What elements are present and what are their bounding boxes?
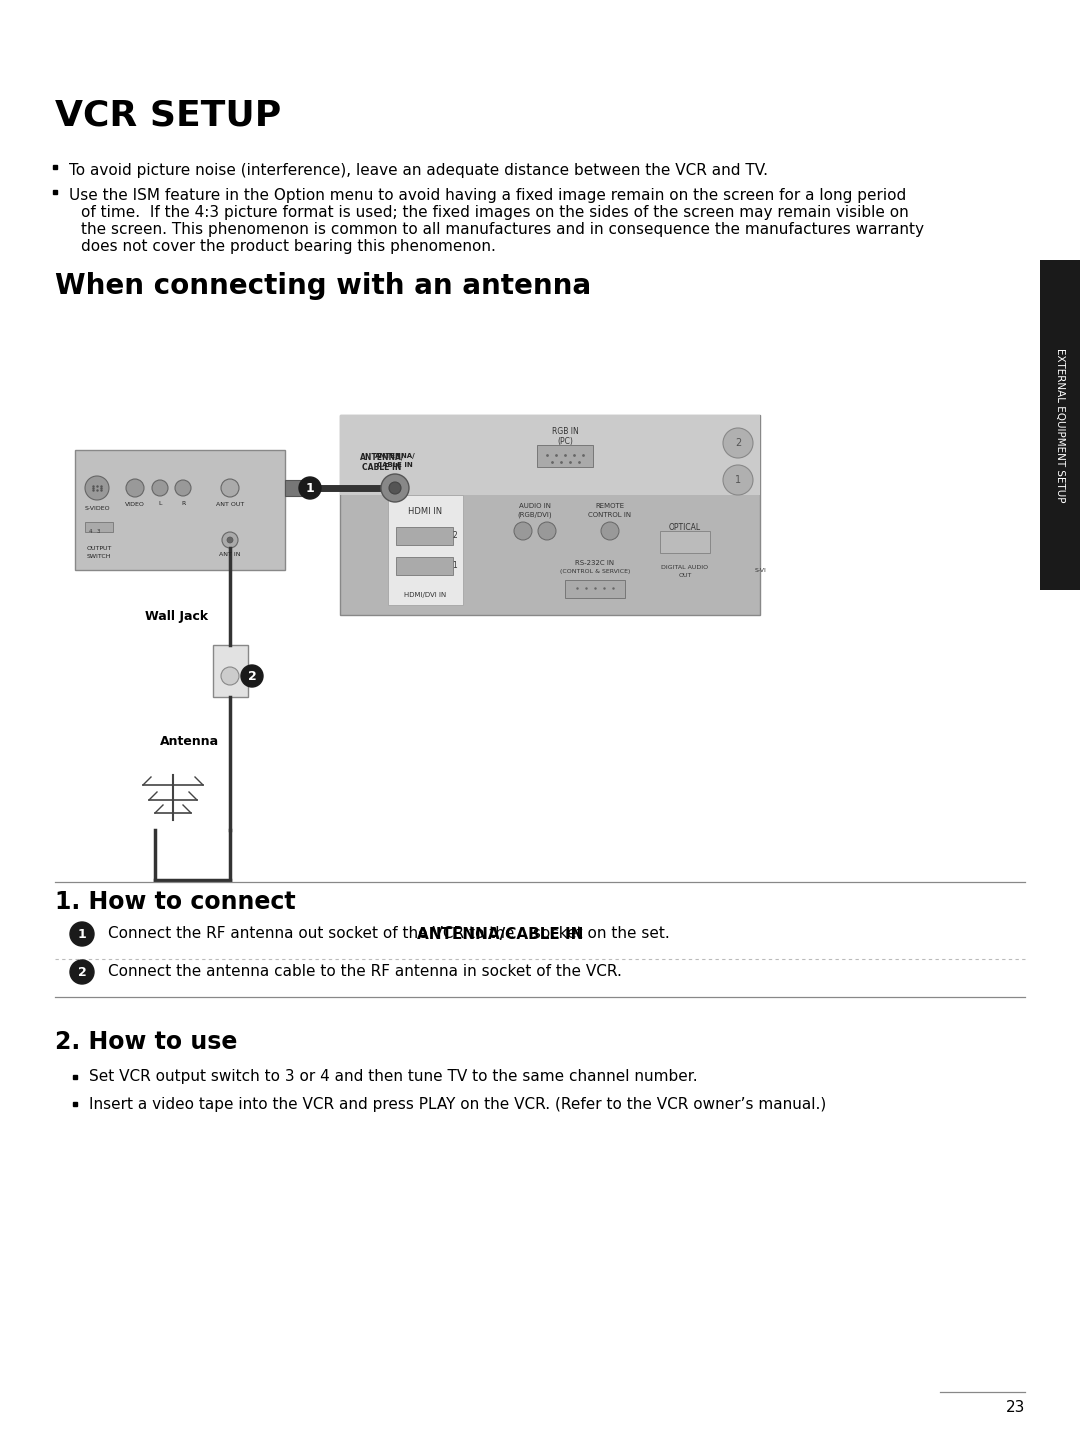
Text: HDMI IN: HDMI IN	[408, 507, 443, 517]
Text: S-VI: S-VI	[755, 567, 767, 573]
Circle shape	[126, 479, 144, 496]
Circle shape	[222, 532, 238, 548]
Text: the screen. This phenomenon is common to all manufactures and in consequence the: the screen. This phenomenon is common to…	[81, 222, 924, 237]
Text: Use the ISM feature in the Option menu to avoid having a fixed image remain on t: Use the ISM feature in the Option menu t…	[69, 189, 906, 203]
Text: VIDEO: VIDEO	[125, 502, 145, 507]
Text: 2: 2	[453, 531, 457, 540]
Circle shape	[221, 479, 239, 496]
Text: RS-232C IN: RS-232C IN	[576, 560, 615, 566]
Circle shape	[723, 427, 753, 458]
Text: ANT OUT: ANT OUT	[216, 502, 244, 507]
Circle shape	[70, 960, 94, 984]
Circle shape	[389, 482, 401, 494]
Text: When connecting with an antenna: When connecting with an antenna	[55, 272, 591, 299]
Text: ANTENNA/: ANTENNA/	[375, 453, 416, 459]
Text: OUTPUT: OUTPUT	[86, 545, 111, 551]
Bar	[213, 645, 248, 696]
Text: 1: 1	[306, 482, 314, 495]
Text: EXTERNAL EQUIPMENT SETUP: EXTERNAL EQUIPMENT SETUP	[1055, 348, 1065, 502]
Circle shape	[381, 473, 409, 502]
Text: R: R	[180, 501, 185, 507]
Text: AUDIO IN: AUDIO IN	[519, 504, 551, 509]
Text: 2: 2	[247, 669, 256, 682]
Bar	[1040, 260, 1080, 590]
Text: Insert a video tape into the VCR and press PLAY on the VCR. (Refer to the VCR ow: Insert a video tape into the VCR and pre…	[89, 1097, 826, 1111]
Text: 2. How to use: 2. How to use	[55, 1030, 238, 1053]
Text: DIGITAL AUDIO: DIGITAL AUDIO	[661, 566, 708, 570]
Text: does not cover the product bearing this phenomenon.: does not cover the product bearing this …	[81, 239, 496, 255]
Text: 1: 1	[78, 928, 86, 941]
Bar	[75, 450, 285, 570]
Circle shape	[227, 537, 233, 543]
Text: To avoid picture noise (interference), leave an adequate distance between the VC: To avoid picture noise (interference), l…	[69, 163, 768, 178]
Text: 1. How to connect: 1. How to connect	[55, 889, 296, 914]
Circle shape	[538, 522, 556, 540]
Circle shape	[70, 922, 94, 945]
Circle shape	[85, 476, 109, 499]
Circle shape	[241, 665, 264, 686]
Text: (PC): (PC)	[557, 437, 572, 446]
Text: 23: 23	[1005, 1400, 1025, 1416]
Circle shape	[152, 481, 168, 496]
Text: 1: 1	[453, 561, 457, 570]
Bar	[85, 522, 113, 532]
Text: Antenna: Antenna	[160, 735, 219, 748]
Text: ANTENNA/: ANTENNA/	[360, 453, 404, 462]
Circle shape	[299, 476, 321, 499]
Text: Wall Jack: Wall Jack	[145, 610, 208, 623]
Circle shape	[175, 481, 191, 496]
Text: REMOTE: REMOTE	[595, 504, 624, 509]
Text: 2: 2	[734, 437, 741, 448]
Text: 3: 3	[97, 530, 100, 534]
Text: of time.  If the 4:3 picture format is used; the fixed images on the sides of th: of time. If the 4:3 picture format is us…	[81, 204, 908, 220]
Bar	[565, 580, 625, 599]
Bar	[388, 495, 463, 604]
Circle shape	[723, 465, 753, 495]
Text: (RGB/DVI): (RGB/DVI)	[517, 512, 552, 518]
Bar	[396, 527, 453, 545]
Bar	[340, 414, 760, 614]
Bar	[285, 481, 303, 496]
Text: S-VIDEO: S-VIDEO	[84, 507, 110, 511]
Circle shape	[600, 522, 619, 540]
Text: CONTROL IN: CONTROL IN	[589, 512, 632, 518]
Bar	[396, 557, 453, 576]
Text: Connect the RF antenna out socket of the VCR to the: Connect the RF antenna out socket of the…	[108, 927, 519, 941]
Text: ANT IN: ANT IN	[219, 553, 241, 557]
Bar	[660, 531, 710, 553]
Text: RGB IN: RGB IN	[552, 427, 579, 436]
Text: CABLE IN: CABLE IN	[377, 462, 413, 468]
Text: Set VCR output switch to 3 or 4 and then tune TV to the same channel number.: Set VCR output switch to 3 or 4 and then…	[89, 1069, 698, 1085]
Circle shape	[221, 668, 239, 685]
Text: 4: 4	[89, 530, 93, 534]
Text: OPTICAL: OPTICAL	[669, 522, 701, 532]
Text: L: L	[159, 501, 162, 507]
Text: (CONTROL & SERVICE): (CONTROL & SERVICE)	[559, 568, 631, 574]
Text: OUT: OUT	[678, 573, 691, 578]
Text: 2: 2	[78, 966, 86, 979]
Text: SWITCH: SWITCH	[86, 554, 111, 558]
Text: ANTENNA/CABLE IN: ANTENNA/CABLE IN	[417, 927, 584, 941]
Bar	[340, 414, 760, 495]
Text: HDMI/DVI IN: HDMI/DVI IN	[404, 591, 447, 599]
Text: CABLE IN: CABLE IN	[362, 463, 402, 472]
Text: 1: 1	[734, 475, 741, 485]
Text: socket on the set.: socket on the set.	[528, 927, 670, 941]
Bar	[537, 445, 593, 468]
Text: VCR SETUP: VCR SETUP	[55, 98, 281, 132]
Text: Connect the antenna cable to the RF antenna in socket of the VCR.: Connect the antenna cable to the RF ante…	[108, 964, 622, 980]
Circle shape	[514, 522, 532, 540]
